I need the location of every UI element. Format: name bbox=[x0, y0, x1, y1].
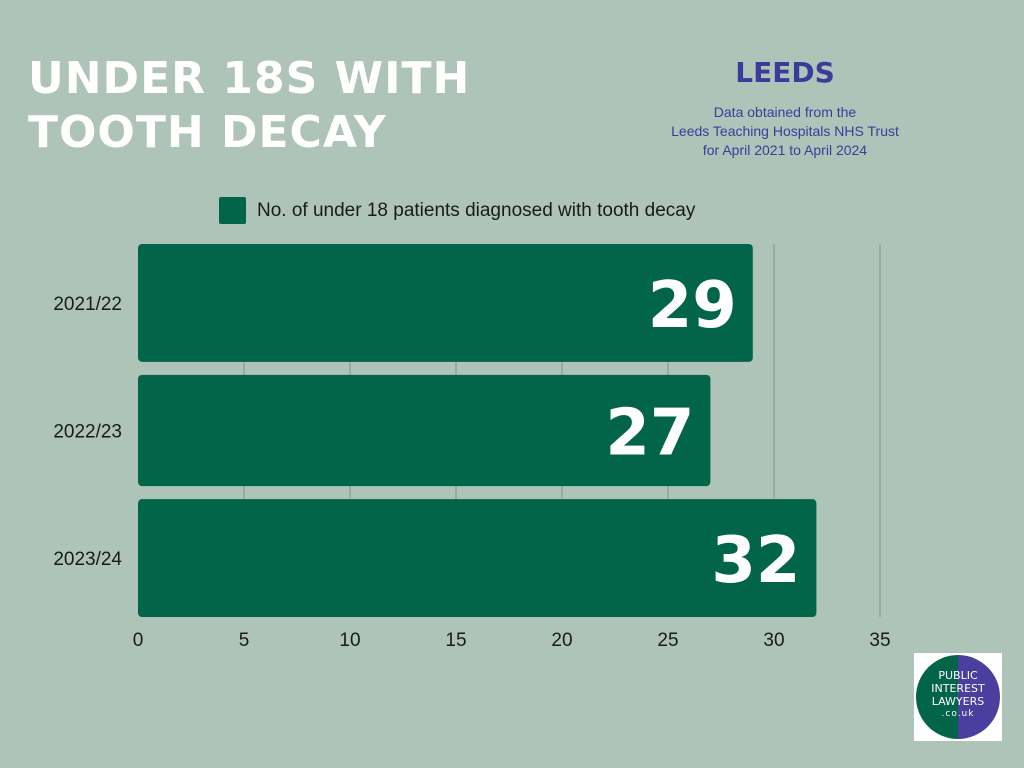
category-label: 2021/22 bbox=[53, 294, 122, 315]
source-line-1: Data obtained from the bbox=[713, 104, 857, 120]
source-line-3: for April 2021 to April 2024 bbox=[702, 142, 868, 158]
x-tick-label: 20 bbox=[551, 630, 572, 651]
logo-line-3: LAWYERS bbox=[931, 695, 985, 708]
logo-wordmark: PUBLIC INTEREST LAWYERS .co.uk bbox=[914, 669, 1002, 721]
logo-line-2: INTEREST bbox=[931, 682, 985, 695]
x-tick-label: 15 bbox=[445, 630, 466, 651]
x-tick-label: 10 bbox=[339, 630, 360, 651]
logo-disc bbox=[916, 655, 1000, 739]
chart-title: UNDER 18S WITH TOOTH DECAY bbox=[28, 52, 470, 160]
data-label: 32 bbox=[711, 524, 800, 598]
bar bbox=[138, 244, 753, 362]
title-line-1: UNDER 18S WITH bbox=[28, 53, 471, 104]
bar bbox=[138, 374, 711, 487]
data-source-note: Data obtained from the Leeds Teaching Ho… bbox=[620, 103, 950, 160]
title-line-2: TOOTH DECAY bbox=[28, 107, 387, 158]
legend-label: No. of under 18 patients diagnosed with … bbox=[257, 199, 696, 221]
data-label: 27 bbox=[605, 397, 694, 471]
legend-swatch bbox=[219, 197, 246, 224]
x-tick-label: 35 bbox=[869, 630, 890, 651]
data-label: 29 bbox=[648, 269, 737, 343]
bar bbox=[138, 499, 817, 617]
logo-line-4: .co.uk bbox=[941, 709, 975, 719]
logo-line-1: PUBLIC bbox=[938, 669, 978, 682]
category-label: 2022/23 bbox=[53, 422, 122, 443]
x-tick-label: 5 bbox=[239, 630, 250, 651]
category-label: 2023/24 bbox=[53, 549, 122, 570]
x-tick-label: 30 bbox=[763, 630, 784, 651]
region-heading: LEEDS bbox=[735, 56, 835, 89]
x-tick-label: 0 bbox=[133, 630, 144, 651]
chart-legend: No. of under 18 patients diagnosed with … bbox=[219, 197, 695, 224]
x-tick-label: 25 bbox=[657, 630, 678, 651]
public-interest-lawyers-logo: PUBLIC INTEREST LAWYERS .co.uk bbox=[914, 653, 1002, 741]
source-line-2: Leeds Teaching Hospitals NHS Trust bbox=[671, 123, 899, 139]
